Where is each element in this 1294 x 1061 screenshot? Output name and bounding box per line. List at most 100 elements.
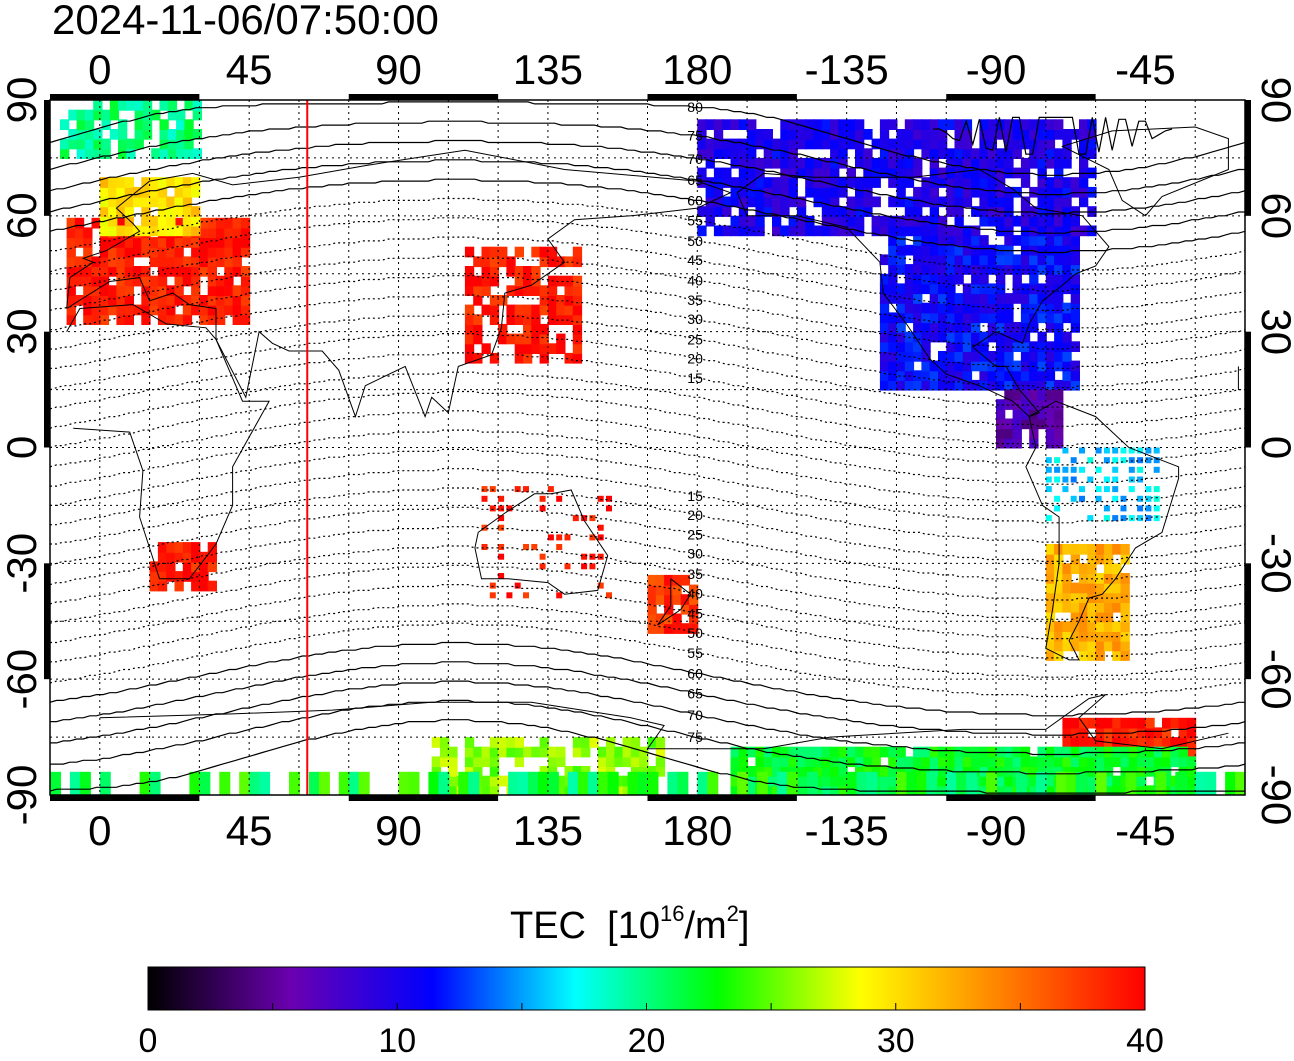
tec-cell <box>888 785 898 795</box>
maglat-contour <box>50 699 1245 775</box>
tec-cell <box>1070 495 1077 502</box>
frame-bar-bottom <box>348 795 499 801</box>
tec-cell <box>523 275 533 287</box>
tec-cell <box>1045 756 1056 768</box>
tec-cell <box>1054 331 1064 343</box>
tec-cell <box>838 746 848 758</box>
tec-cell <box>846 119 856 130</box>
tec-cell <box>581 553 588 560</box>
tec-cell <box>1016 771 1027 795</box>
tec-cell <box>464 352 475 364</box>
tec-cell <box>1012 254 1022 266</box>
tec-cell <box>913 196 923 208</box>
tec-cell <box>108 196 118 208</box>
tec-cell <box>846 225 856 237</box>
tec-cell <box>157 314 168 325</box>
tec-cell <box>118 148 128 159</box>
tec-cell <box>191 551 201 563</box>
tec-cell <box>1037 370 1047 381</box>
tec-cell <box>182 295 193 306</box>
tec-cell <box>971 341 981 352</box>
tec-cell <box>913 225 923 237</box>
tec-cell <box>514 737 524 748</box>
tec-cell <box>547 534 554 541</box>
tec-cell <box>60 119 70 130</box>
right-axis-label: 0 <box>1253 436 1294 459</box>
top-axis-label: -45 <box>1115 46 1176 93</box>
tec-cell <box>547 746 558 758</box>
tec-cell <box>473 766 483 777</box>
tec-cell <box>938 302 948 314</box>
tec-cell <box>572 746 583 758</box>
tec-cell <box>938 254 948 266</box>
tec-cell <box>1065 771 1077 795</box>
tec-cell <box>184 119 194 130</box>
tec-cell <box>182 215 193 227</box>
tec-cell <box>805 225 815 237</box>
tec-cell <box>489 304 500 316</box>
tec-cell <box>1020 379 1031 391</box>
tec-cell <box>1045 244 1056 256</box>
tec-cell <box>772 756 782 768</box>
tec-cell <box>124 285 134 296</box>
tec-cell <box>1045 254 1056 266</box>
tec-cell <box>116 295 126 306</box>
tec-cell <box>855 186 865 198</box>
tec-cell <box>755 186 765 198</box>
tec-cell <box>1137 505 1144 512</box>
contour-label-south: 45 <box>687 606 703 622</box>
tec-cell <box>83 285 93 296</box>
tec-cell <box>921 177 931 188</box>
tec-cell <box>141 275 151 287</box>
tec-cell <box>1137 476 1144 483</box>
tec-cell <box>929 235 939 246</box>
colorbar-tick-label: 20 <box>627 1022 666 1060</box>
tec-cell <box>647 603 657 615</box>
tec-cell <box>1070 177 1080 188</box>
tec-cell <box>1112 640 1122 652</box>
tec-cell <box>838 206 848 217</box>
tec-cell <box>888 148 898 159</box>
tec-cell <box>1045 418 1056 430</box>
tec-cell <box>1070 254 1080 266</box>
tec-cell <box>1012 756 1022 768</box>
tec-cell <box>896 379 906 391</box>
tec-cell <box>232 304 242 316</box>
tec-cell <box>996 129 1006 140</box>
tec-cell <box>987 186 997 198</box>
tec-cell <box>879 775 890 787</box>
tec-cell <box>1020 389 1031 401</box>
tec-cell <box>508 771 520 795</box>
tec-cell <box>124 256 134 268</box>
tec-cell <box>962 351 973 362</box>
tec-cell <box>1029 341 1039 352</box>
tec-cell <box>879 341 890 352</box>
tec-cell <box>1054 360 1064 372</box>
tec-cell <box>921 254 931 266</box>
tec-cell <box>182 571 193 582</box>
tec-cell <box>506 266 516 277</box>
tec-cell <box>116 275 126 287</box>
tec-cell <box>1186 737 1197 748</box>
tec-cell <box>1045 351 1056 362</box>
tec-cell <box>191 285 201 296</box>
tec-cell <box>224 285 234 296</box>
tec-cell <box>879 273 890 285</box>
tec-cell <box>1012 138 1022 150</box>
tec-cell <box>929 293 939 304</box>
tec-cell <box>289 771 300 795</box>
tec-cell <box>182 186 193 198</box>
tec-cell <box>1120 553 1130 565</box>
tec-cell <box>1054 177 1064 188</box>
tec-cell <box>1120 756 1130 768</box>
tec-cell <box>896 129 906 140</box>
tec-cell <box>996 756 1006 768</box>
tec-cell <box>979 119 989 130</box>
tec-cell <box>971 312 981 324</box>
tec-cell <box>124 237 134 248</box>
tec-cell <box>1120 447 1127 454</box>
tec-cell <box>489 582 496 589</box>
tec-cell <box>1045 138 1056 150</box>
tec-cell <box>1079 447 1085 454</box>
tec-cell <box>780 766 790 777</box>
